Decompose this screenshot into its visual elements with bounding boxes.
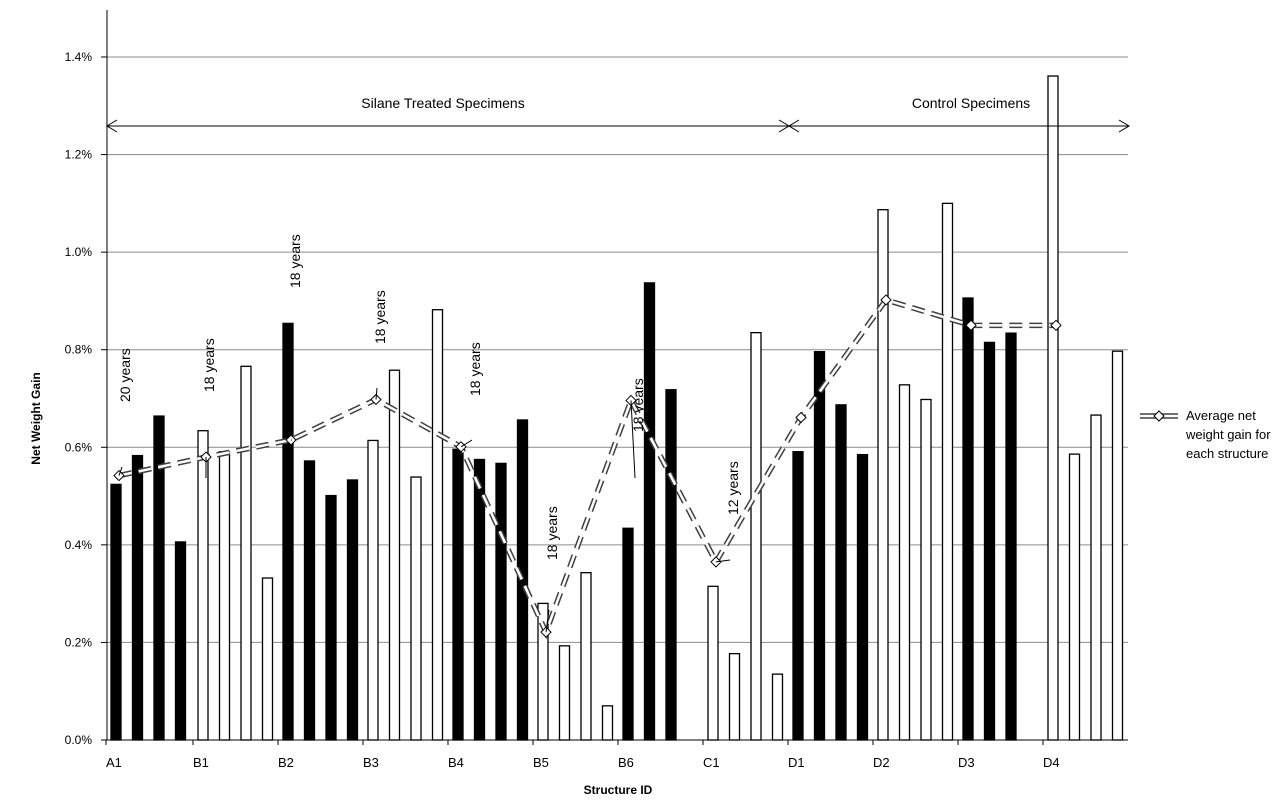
age-label: 18 years bbox=[630, 378, 646, 432]
bar bbox=[751, 333, 761, 740]
age-label: 18 years bbox=[287, 234, 303, 288]
legend-marker bbox=[1154, 411, 1164, 421]
y-tick-label: 1.0% bbox=[65, 245, 93, 259]
bar bbox=[518, 420, 528, 740]
age-label: 18 years bbox=[372, 290, 388, 344]
y-tick-label: 0.2% bbox=[65, 635, 93, 649]
x-tick-label: D1 bbox=[788, 755, 805, 770]
bar bbox=[390, 370, 400, 740]
bar bbox=[878, 210, 888, 740]
bar bbox=[943, 203, 953, 740]
bar bbox=[921, 399, 931, 740]
x-tick-label: B1 bbox=[193, 755, 209, 770]
bar bbox=[645, 283, 655, 740]
bar bbox=[453, 449, 463, 740]
bar bbox=[176, 542, 186, 740]
bar bbox=[111, 484, 121, 740]
bar bbox=[730, 654, 740, 740]
x-tick-label: D3 bbox=[958, 755, 975, 770]
bar bbox=[368, 440, 378, 740]
annotation-label: Control Specimens bbox=[912, 95, 1030, 111]
x-tick-label: B5 bbox=[533, 755, 549, 770]
bar bbox=[560, 646, 570, 740]
x-tick-label: B3 bbox=[363, 755, 379, 770]
bar bbox=[220, 452, 230, 740]
age-label: 18 years bbox=[201, 338, 217, 392]
bar bbox=[900, 385, 910, 740]
y-tick-label: 0.0% bbox=[65, 733, 93, 747]
bar bbox=[326, 496, 336, 740]
y-tick-label: 1.4% bbox=[65, 50, 93, 64]
y-axis-title: Net Weight Gain bbox=[29, 372, 43, 464]
bar bbox=[666, 390, 676, 740]
x-tick-label: C1 bbox=[703, 755, 720, 770]
y-tick-label: 0.8% bbox=[65, 343, 93, 357]
bar bbox=[411, 477, 421, 740]
bar bbox=[1113, 351, 1123, 740]
bar bbox=[283, 323, 293, 740]
bar bbox=[623, 528, 633, 740]
bar bbox=[1048, 76, 1058, 740]
bar bbox=[581, 573, 591, 740]
bar bbox=[496, 463, 506, 740]
bar bbox=[433, 310, 443, 740]
x-axis-title: Structure ID bbox=[584, 783, 653, 797]
x-tick-label: D4 bbox=[1043, 755, 1060, 770]
x-tick-label: D2 bbox=[873, 755, 890, 770]
age-label: 20 years bbox=[117, 348, 133, 402]
x-tick-label: B6 bbox=[618, 755, 634, 770]
bar bbox=[858, 455, 868, 740]
bar bbox=[305, 461, 315, 740]
age-label: 18 years bbox=[467, 342, 483, 396]
bar bbox=[793, 452, 803, 740]
bar bbox=[963, 298, 973, 740]
bar bbox=[1006, 333, 1016, 740]
y-tick-label: 0.4% bbox=[65, 538, 93, 552]
bar bbox=[263, 578, 273, 740]
bar bbox=[1091, 415, 1101, 740]
x-tick-label: A1 bbox=[106, 755, 122, 770]
y-tick-label: 0.6% bbox=[65, 440, 93, 454]
bar bbox=[708, 586, 718, 740]
bar bbox=[241, 366, 251, 740]
legend-label: Average net weight gain for each structu… bbox=[1186, 406, 1282, 463]
bar bbox=[133, 456, 143, 740]
age-label: 12 years bbox=[725, 461, 741, 515]
age-label: 18 years bbox=[544, 506, 560, 560]
bar bbox=[815, 352, 825, 740]
bar bbox=[348, 480, 358, 740]
bar bbox=[985, 342, 995, 740]
x-tick-label: B2 bbox=[278, 755, 294, 770]
y-tick-label: 1.2% bbox=[65, 148, 93, 162]
bar bbox=[603, 706, 613, 740]
bar bbox=[836, 405, 846, 740]
bar bbox=[1070, 454, 1080, 740]
x-tick-label: B4 bbox=[448, 755, 464, 770]
bar bbox=[773, 674, 783, 740]
bar bbox=[475, 459, 485, 740]
annotation-label: Silane Treated Specimens bbox=[361, 95, 524, 111]
